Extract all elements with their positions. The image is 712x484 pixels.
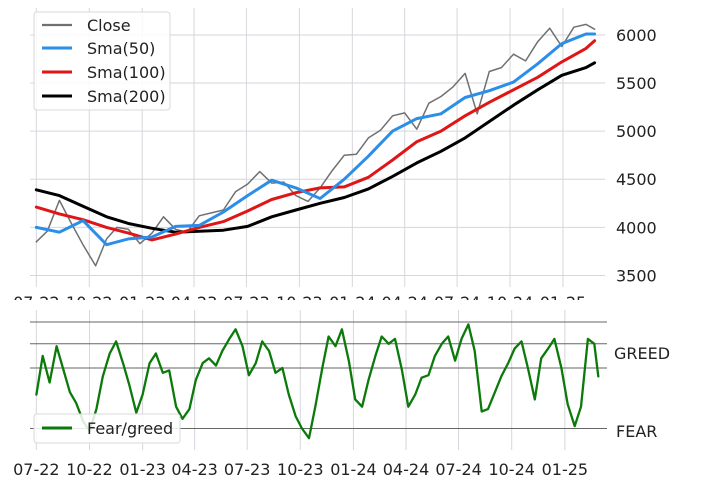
- fear-greed-line: [35, 323, 600, 440]
- price-x-tick-label: 10-23: [276, 293, 323, 300]
- price-x-ticks: 07-22 10-22 01-23 04-23 07-23 10-23 01-24 04-24…: [13, 293, 586, 300]
- legend-sma50-label: Sma(50): [87, 39, 155, 58]
- price-chart: 3500 4000 4500 5000 5500 6000 07-22 10-22 01-23…: [13, 8, 657, 300]
- sentiment-x-tick-label: 07-22: [13, 460, 60, 479]
- sentiment-x-tick-label: 04-23: [171, 460, 218, 479]
- sentiment-x-tick-label: 01-25: [542, 460, 589, 479]
- sentiment-x-tick-label: 10-24: [488, 460, 535, 479]
- sma50-line: [34, 32, 597, 247]
- sentiment-x-tick-label: 07-23: [224, 460, 271, 479]
- sentiment-x-tick-label: 07-24: [435, 460, 482, 479]
- sentiment-x-ticks: 07-22 10-22 01-23 04-23 07-23 10-23 01-24 04-24…: [13, 460, 588, 479]
- price-x-tick-label: 01-24: [329, 293, 376, 300]
- greed-label: GREED: [614, 344, 670, 363]
- price-x-tick-label: 10-22: [66, 293, 113, 300]
- price-x-tick-label: 10-24: [487, 293, 534, 300]
- price-x-tick-label: 01-23: [119, 293, 166, 300]
- sentiment-x-tick-label: 04-24: [383, 460, 430, 479]
- price-y-ticks: 3500 4000 4500 5000 5500 6000: [616, 26, 657, 286]
- sentiment-chart: GREED FEAR 07-22 10-22 01-23 04-23 07-23 10-2…: [13, 310, 670, 479]
- price-x-tick-label: 04-23: [171, 293, 218, 300]
- sma100-line: [34, 39, 597, 242]
- sentiment-x-tick-label: 01-23: [119, 460, 166, 479]
- price-legend: Close Sma(50) Sma(100) Sma(200): [33, 11, 171, 111]
- price-y-tick-label: 5000: [616, 122, 657, 141]
- sentiment-series: [35, 323, 600, 440]
- price-y-tick-label: 3500: [616, 266, 657, 285]
- price-x-tick-label: 07-23: [223, 293, 270, 300]
- price-legend-box: [33, 11, 171, 111]
- price-x-tick-label: 07-24: [434, 293, 481, 300]
- price-y-tick-label: 4000: [616, 218, 657, 237]
- sentiment-x-tick-label: 10-23: [277, 460, 324, 479]
- price-y-tick-label: 6000: [616, 26, 657, 45]
- sentiment-legend-box: [33, 413, 181, 444]
- price-y-tick-label: 4500: [616, 170, 657, 189]
- sentiment-legend: Fear/greed: [33, 413, 181, 444]
- legend-sma200-label: Sma(200): [87, 87, 166, 106]
- sentiment-x-tick-label: 10-22: [66, 460, 113, 479]
- price-y-tick-label: 5500: [616, 74, 657, 93]
- sentiment-labels: GREED FEAR: [614, 344, 670, 441]
- fear-label: FEAR: [616, 422, 657, 441]
- price-x-tick-label: 01-25: [540, 293, 587, 300]
- legend-sma100-label: Sma(100): [87, 63, 166, 82]
- price-series: [34, 23, 597, 267]
- sma200-line: [34, 61, 597, 234]
- legend-close-label: Close: [87, 16, 131, 35]
- sentiment-x-tick-label: 01-24: [330, 460, 377, 479]
- price-x-tick-label: 07-22: [13, 293, 60, 300]
- legend-fear-greed-label: Fear/greed: [87, 419, 173, 438]
- price-x-tick-label: 04-24: [381, 293, 428, 300]
